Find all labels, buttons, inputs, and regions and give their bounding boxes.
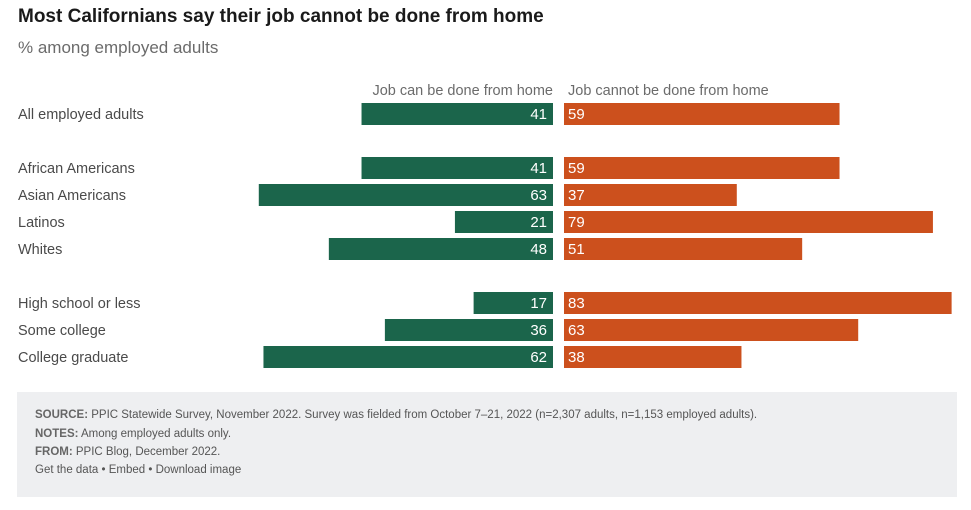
notes-text: Among employed adults only. [78,428,232,440]
value-label-can-be-done: 63 [530,187,547,204]
bar-can-be-done [263,346,553,368]
chart-subtitle: % among employed adults [18,38,219,57]
bar-can-be-done [361,103,553,125]
bar-can-be-done [328,238,553,260]
bar-cannot-be-done [564,157,840,179]
category-label: Some college [18,323,106,339]
bar-can-be-done [258,184,553,206]
value-label-cannot-be-done: 37 [568,187,585,204]
bar-can-be-done [473,292,553,314]
bar-can-be-done [454,211,553,233]
category-label: High school or less [18,296,141,312]
link-separator: • [98,464,109,476]
notes-label: NOTES: [35,428,79,440]
category-label: All employed adults [18,107,144,123]
category-label: Asian Americans [18,188,126,204]
category-label: College graduate [18,350,128,366]
bar-cannot-be-done [564,238,803,260]
bar-can-be-done [384,319,553,341]
legend-can-be-done: Job can be done from home [372,83,553,99]
bar-can-be-done [361,157,553,179]
value-label-cannot-be-done: 38 [568,349,585,366]
footer-links: Get the data • Embed • Download image [35,464,241,476]
source-text: PPIC Statewide Survey, November 2022. Su… [88,409,758,421]
bar-cannot-be-done [564,292,952,314]
bar-chart: Job can be done from home Job cannot be … [18,83,952,368]
value-label-cannot-be-done: 83 [568,295,585,312]
get-the-data-link[interactable]: Get the data [35,464,99,476]
link-separator: • [145,464,156,476]
value-label-can-be-done: 48 [530,241,547,258]
category-label: African Americans [18,161,135,177]
download-image-link[interactable]: Download image [155,464,242,476]
value-label-cannot-be-done: 51 [568,241,585,258]
from-note: FROM: PPIC Blog, December 2022. [35,446,220,458]
from-text: PPIC Blog, December 2022. [72,446,221,458]
source-label: SOURCE: [35,409,89,421]
from-label: FROM: [35,446,73,458]
bar-cannot-be-done [564,346,742,368]
bar-cannot-be-done [564,184,737,206]
value-label-cannot-be-done: 79 [568,214,585,231]
value-label-can-be-done: 36 [530,322,547,339]
bar-cannot-be-done [564,319,859,341]
source-note: SOURCE: PPIC Statewide Survey, November … [35,409,757,421]
bar-cannot-be-done [564,211,933,233]
legend-cannot-be-done: Job cannot be done from home [568,83,769,99]
category-label: Whites [18,242,62,258]
value-label-can-be-done: 41 [530,106,547,123]
value-label-can-be-done: 62 [530,349,547,366]
value-label-can-be-done: 41 [530,160,547,177]
value-label-cannot-be-done: 59 [568,106,585,123]
value-label-can-be-done: 17 [530,295,547,312]
value-label-cannot-be-done: 63 [568,322,585,339]
notes-note: NOTES: Among employed adults only. [35,428,231,440]
bar-cannot-be-done [564,103,840,125]
embed-link[interactable]: Embed [108,464,146,476]
chart-title: Most Californians say their job cannot b… [18,6,544,27]
value-label-cannot-be-done: 59 [568,160,585,177]
chart-footer: SOURCE: PPIC Statewide Survey, November … [17,392,957,497]
value-label-can-be-done: 21 [530,214,547,231]
category-label: Latinos [18,215,65,231]
